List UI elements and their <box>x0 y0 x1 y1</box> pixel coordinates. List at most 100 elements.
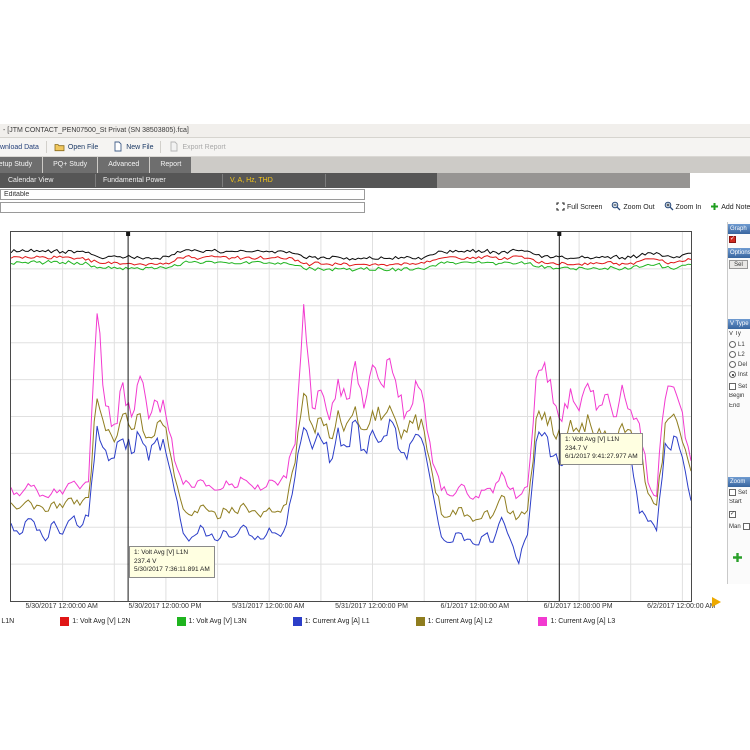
tooltip-series: 1: Volt Avg [V] L1N <box>565 436 638 445</box>
toolbar-new-file[interactable]: New File <box>105 138 160 156</box>
x-axis-label: 6/2/2017 12:00:00 AM <box>647 603 716 610</box>
zoom-in-icon <box>664 201 674 213</box>
secondary-tabs-band-light <box>437 173 690 188</box>
secondary-tabs-band <box>0 173 437 188</box>
tab-separator <box>325 174 326 187</box>
tab-advanced[interactable]: Advanced <box>98 157 149 173</box>
chart-legend: 1: Volt Avg [V] L1N 1: Volt Avg [V] L2N 1:… <box>0 615 726 627</box>
x-axis-label: 6/1/2017 12:00:00 AM <box>441 603 510 610</box>
legend-item[interactable]: 1: Volt Avg [V] L2N <box>60 617 130 626</box>
panel-header-options[interactable]: Options <box>728 248 750 258</box>
begin-label: Begin <box>729 393 750 399</box>
full-screen-button[interactable]: Full Screen <box>556 202 602 213</box>
radio-icon[interactable] <box>729 361 736 368</box>
panel-header-graph[interactable]: Graph <box>728 224 750 234</box>
export-report-icon <box>168 141 179 154</box>
chart-subtitle-field[interactable] <box>0 202 365 213</box>
toolbar-open-file[interactable]: Open File <box>47 138 105 156</box>
zoom-in-button[interactable]: Zoom In <box>664 201 702 213</box>
timeseries-chart[interactable] <box>10 231 692 602</box>
legend-item[interactable]: 1: Current Avg [A] L2 <box>416 617 493 626</box>
set-label: Set <box>738 490 747 496</box>
green-plus-icon <box>732 552 743 563</box>
set-checkbox-row[interactable]: Set <box>729 489 750 496</box>
select-button[interactable]: Sel <box>729 260 748 269</box>
toolbar-new-file-label: New File <box>126 144 153 151</box>
tab-fundamental-power[interactable]: Fundamental Power <box>103 173 166 188</box>
red-checked-checkbox[interactable]: ✓ <box>729 236 736 243</box>
series-1-volt-avg-v-l2n[interactable] <box>11 256 691 266</box>
set-checkbox-row[interactable]: Set <box>729 383 750 390</box>
zoom-out-button[interactable]: Zoom Out <box>611 201 654 213</box>
radio-option[interactable]: L1 <box>729 341 750 348</box>
x-axis-label: 5/31/2017 12:00:00 AM <box>232 603 304 610</box>
tab-calendar-view[interactable]: Calendar View <box>8 173 53 188</box>
legend-label: 1: Volt Avg [V] L3N <box>189 618 247 625</box>
legend-label: 1: Current Avg [A] L3 <box>550 618 615 625</box>
x-axis-label: 5/31/2017 12:00:00 PM <box>335 603 408 610</box>
checkbox-icon[interactable] <box>729 489 736 496</box>
panel-header-vtype[interactable]: V Type <box>728 319 750 329</box>
radio-option[interactable]: Inst <box>729 371 750 378</box>
cursor-handle[interactable] <box>557 232 561 236</box>
manual-row[interactable]: Man <box>729 523 750 530</box>
x-axis-label: 5/30/2017 12:00:00 PM <box>129 603 202 610</box>
x-axis-label: 5/30/2017 12:00:00 AM <box>25 603 97 610</box>
tab-setup-study[interactable]: Setup Study <box>0 157 42 173</box>
legend-item[interactable]: 1: Volt Avg [V] L1N <box>0 617 14 626</box>
tab-pq-plus-study[interactable]: PQ+ Study <box>43 157 97 173</box>
zoom-out-icon <box>611 201 621 213</box>
radio-icon[interactable] <box>729 351 736 358</box>
tab-separator <box>95 174 96 187</box>
full-screen-icon <box>556 202 565 213</box>
end-label: End <box>729 403 750 409</box>
new-file-icon <box>112 141 123 154</box>
tooltip-time: 5/30/2017 7:36:11.891 AM <box>134 566 210 575</box>
radio-label: L2 <box>738 352 745 358</box>
secondary-tabs: Calendar View Fundamental Power V, A, Hz… <box>0 173 750 188</box>
legend-swatch <box>538 617 547 626</box>
cursor-handle[interactable] <box>126 232 130 236</box>
application-window: - [JTM CONTACT_PEN07500_St Privat (SN 38… <box>0 0 750 750</box>
series-1-volt-avg-v-l1n[interactable] <box>11 249 691 260</box>
checkbox-icon[interactable] <box>729 383 736 390</box>
add-panel-button[interactable] <box>732 552 750 563</box>
cursor-tooltip: 1: Volt Avg [V] L1N 234.7 V 6/1/2017 9:4… <box>560 433 643 465</box>
chart-plot-area[interactable] <box>11 232 691 601</box>
scroll-right-arrow[interactable] <box>712 597 721 607</box>
radio-selected-icon[interactable] <box>729 371 736 378</box>
radio-icon[interactable] <box>729 341 736 348</box>
legend-item[interactable]: 1: Volt Avg [V] L3N <box>177 617 247 626</box>
series-1-current-avg-a-l3[interactable] <box>11 304 691 499</box>
v-type-label: V Ty <box>729 331 750 337</box>
open-folder-icon <box>54 141 65 154</box>
radio-option[interactable]: L2 <box>729 351 750 358</box>
panel-header-zoom[interactable]: Zoom <box>728 477 750 487</box>
full-screen-label: Full Screen <box>567 204 602 211</box>
checked-checkbox-row[interactable]: ✓ <box>729 511 750 518</box>
window-titlebar: - [JTM CONTACT_PEN07500_St Privat (SN 38… <box>0 124 750 138</box>
legend-swatch <box>177 617 186 626</box>
chart-title-field[interactable] <box>0 189 365 200</box>
checked-checkbox-icon[interactable]: ✓ <box>729 511 736 518</box>
legend-swatch <box>293 617 302 626</box>
radio-label: L1 <box>738 342 745 348</box>
toolbar-download-data-label: Download Data <box>0 144 39 151</box>
x-axis: 5/30/2017 12:00:00 AM 5/30/2017 12:00:00 … <box>10 603 690 612</box>
toolbar-download-data[interactable]: Download Data <box>0 138 46 156</box>
tab-v-a-hz-thd[interactable]: V, A, Hz, THD <box>230 173 273 188</box>
primary-tabs: Setup Study PQ+ Study Advanced Report <box>0 157 750 173</box>
radio-option[interactable]: Del <box>729 361 750 368</box>
sidebar-row: ✓ <box>729 236 750 243</box>
window-title: - [JTM CONTACT_PEN07500_St Privat (SN 38… <box>3 127 189 134</box>
legend-item[interactable]: 1: Current Avg [A] L3 <box>538 617 615 626</box>
legend-item[interactable]: 1: Current Avg [A] L1 <box>293 617 370 626</box>
tab-report[interactable]: Report <box>150 157 191 173</box>
checkbox-icon[interactable] <box>743 523 750 530</box>
add-notes-button[interactable]: Add Notes <box>710 202 750 213</box>
legend-swatch <box>60 617 69 626</box>
tooltip-series: 1: Volt Avg [V] L1N <box>134 549 210 558</box>
tooltip-value: 234.7 V <box>565 445 638 454</box>
legend-label: 1: Current Avg [A] L2 <box>428 618 493 625</box>
radio-label: Inst <box>738 372 748 378</box>
